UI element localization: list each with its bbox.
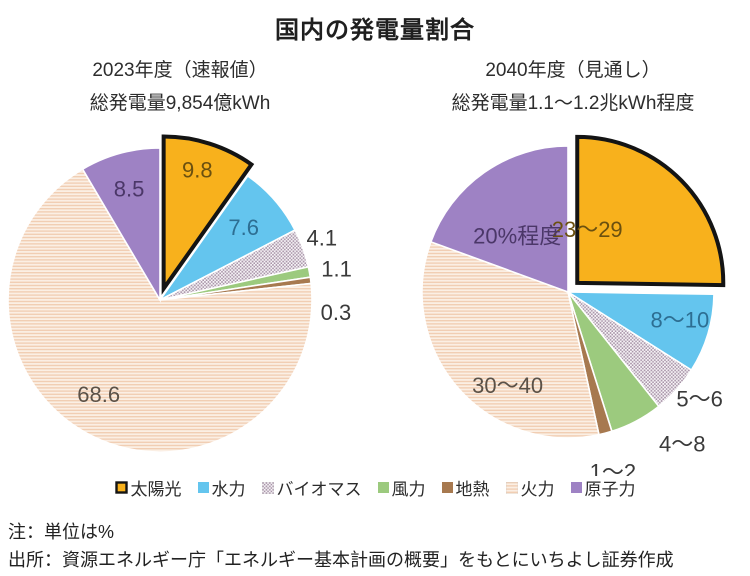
legend-label-solar: 太陽光 [130,480,182,499]
slice-label-nuclear: 20%程度 [473,223,561,248]
page-title: 国内の発電量割合 [275,17,475,44]
chart-2023-title: 2023年度（速報値） [92,60,268,81]
slice-1-nuclear [429,145,569,294]
legend-label-biomass: バイオマス [276,480,362,499]
legend-item-geothermal: 地熱 [441,475,490,500]
slice-label-solar: 23～29 [552,217,623,242]
legend: 太陽光 水力 バイオマス 風力 地熱 火力 原子力 [0,475,750,500]
legend-label-thermal: 火力 [520,480,555,499]
legend-swatch-biomass-icon [261,481,274,494]
slice-label-wind: 1.1 [321,257,352,282]
legend-item-solar: 太陽光 [114,475,182,500]
legend-item-thermal: 火力 [505,475,555,500]
slice-label-biomass: 4.1 [307,226,338,251]
slice-label-thermal: 30～40 [472,373,543,398]
slice-label-geothermal: 0.3 [321,300,352,325]
legend-label-wind: 風力 [391,480,426,499]
slice-label-biomass: 5～6 [676,386,722,411]
slice-label-nuclear: 8.5 [114,176,145,201]
slice-label-thermal: 68.6 [77,382,120,407]
legend-swatch-thermal-icon [505,481,518,494]
slice-label-wind: 4～8 [659,431,705,456]
slice-label-hydro: 7.6 [228,215,259,240]
legend-swatch-wind-icon [377,482,389,493]
chart-2023-header: 2023年度（速報値） 総発電量9,854億kWh [0,54,360,120]
chart-2040-header: 2040年度（見通し） 総発電量1.1～1.2兆kWh程度 [396,54,750,120]
legend-swatch-geothermal-icon [441,482,453,493]
legend-swatch-solar-icon [114,481,128,494]
slice-label-solar: 9.8 [182,158,213,183]
chart-2040-subtitle: 総発電量1.1～1.2兆kWh程度 [451,93,695,114]
slice-label-hydro: 8～10 [651,308,710,333]
legend-item-nuclear: 原子力 [570,475,636,500]
legend-item-biomass: バイオマス [261,475,362,500]
legend-item-wind: 風力 [377,475,426,500]
slice-label-geothermal: 1～2 [590,460,636,476]
legend-label-geothermal: 地熱 [455,480,490,499]
legend-swatch-hydro-icon [197,482,209,493]
chart-2040-title: 2040年度（見通し） [485,60,661,81]
slice-0-thermal [7,168,313,453]
legend-swatch-nuclear-icon [570,482,582,493]
pie-chart-2023: 9.8 7.6 4.1 1.1 0.3 68.6 8.5 [7,134,352,453]
legend-item-hydro: 水力 [197,475,246,500]
pie-chart-2040: 23～29 8～10 5～6 4～8 1～2 30～40 20%程度 [421,134,726,476]
legend-label-nuclear: 原子力 [584,480,636,499]
legend-label-hydro: 水力 [211,480,246,499]
slice-0-nuclear [81,147,161,303]
chart-2023-subtitle: 総発電量9,854億kWh [89,93,271,114]
slice-1-thermal [421,240,600,439]
unit-note: 注：単位は% [8,522,115,542]
slice-0-solar [161,134,255,295]
source-note: 出所：資源エネルギー庁「エネルギー基本計画の概要」をもとにいちよし証券作成 [8,550,674,570]
slice-1-solar [575,134,726,288]
